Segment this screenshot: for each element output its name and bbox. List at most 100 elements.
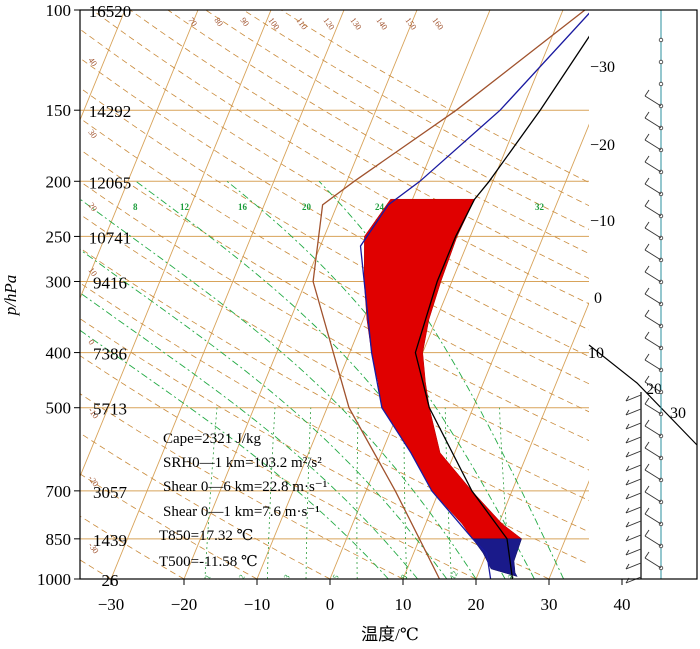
- low-level-wind-barb: [625, 506, 642, 514]
- mixing-ratio-line: [204, 407, 218, 579]
- moist-adiabat-label: 8: [133, 202, 138, 212]
- moist-adiabat-line: [318, 180, 565, 579]
- dry-adiabat-label: 0: [86, 337, 97, 346]
- wind-barb: [644, 447, 662, 459]
- low-level-wind-barb: [625, 576, 642, 584]
- wind-barb: [644, 95, 662, 107]
- height-label: 16520: [89, 2, 132, 21]
- wind-barb: [644, 535, 662, 547]
- low-level-wind-barb-flag: [625, 493, 630, 500]
- mixing-ratio-label: 2: [237, 573, 247, 581]
- wind-barb: [644, 469, 662, 481]
- wind-barb: [644, 161, 662, 173]
- isotherm-line: [110, 10, 345, 579]
- hodograph-scale-label: 0: [594, 290, 602, 307]
- cape-cin-regions: [363, 198, 523, 577]
- isotherm-label: 80: [212, 15, 225, 28]
- isotherm-line: [183, 10, 418, 579]
- wind-barb-flag: [644, 287, 650, 295]
- profile-line-1: [359, 12, 589, 579]
- height-label: 9416: [93, 273, 127, 292]
- moist-adiabat-label: 12: [180, 202, 190, 212]
- mixing-ratio-label: 5: [331, 573, 341, 581]
- wind-barb-flag: [644, 177, 650, 185]
- wind-barb-flag: [644, 155, 650, 163]
- annotation-2: SRH0—1 km=103.2 m²/s²: [163, 455, 322, 471]
- moist-adiabat-line: [80, 292, 418, 579]
- wind-barb: [644, 337, 662, 349]
- sounding-profiles: [312, 10, 589, 579]
- low-level-wind-barb-flag: [625, 465, 630, 472]
- low-level-wind-barb: [625, 548, 642, 556]
- low-level-wind-barb-flag: [625, 437, 630, 444]
- wind-barb: [644, 425, 662, 437]
- moist-adiabat-label: 24: [375, 202, 385, 212]
- plot-frame: [79, 9, 698, 580]
- dry-adiabat-label: 40: [86, 55, 99, 68]
- wind-barb-flag: [644, 419, 650, 427]
- low-level-wind-barb-flag: [625, 479, 630, 486]
- wind-barb: [644, 359, 662, 371]
- low-level-wind-barb: [625, 450, 642, 458]
- hodograph-scale-label: 20: [646, 381, 662, 398]
- low-level-wind-barb: [625, 408, 642, 416]
- wind-barb-flag: [644, 199, 650, 207]
- profile-line-0: [414, 35, 589, 579]
- height-label: 12065: [89, 173, 132, 192]
- y-tick-label: 850: [46, 530, 72, 549]
- wind-barb-flag: [644, 221, 650, 229]
- dry-adiabat-line: [80, 515, 185, 579]
- wind-barb: [644, 315, 662, 327]
- annotation-6: T500=-11.58 ℃: [159, 554, 258, 570]
- height-label: 10741: [89, 228, 132, 247]
- isotherm-label: 130: [348, 15, 364, 31]
- wind-barb-flag: [644, 353, 650, 361]
- y-tick-label: 250: [46, 227, 72, 246]
- low-level-wind-barb: [625, 394, 642, 402]
- moist-adiabat-line: [80, 198, 477, 579]
- wind-barb-flag: [644, 551, 650, 559]
- hodograph-border: [588, 344, 698, 446]
- dry-adiabat-line: [80, 432, 331, 579]
- wind-barb: [644, 557, 662, 569]
- dry-adiabat-line: [80, 247, 589, 533]
- wind-barb: [644, 271, 662, 283]
- low-level-wind-barb-flag: [625, 451, 630, 458]
- mixing-ratio-label: 12: [448, 570, 460, 581]
- height-label: 5713: [93, 400, 127, 419]
- x-tick-label: 30: [541, 595, 558, 614]
- wind-barb: [644, 403, 662, 415]
- x-axis-label: 温度/℃: [361, 625, 419, 644]
- hodograph-panel: −30 −20 −10 0 10 20 30: [588, 10, 698, 584]
- wind-barb-flag: [644, 133, 650, 141]
- annotation-3: Shear 0—6 km=22.8 m·s⁻¹: [163, 479, 327, 495]
- moist-adiabat-label: 20: [302, 202, 312, 212]
- low-level-wind-barb-flag: [625, 521, 630, 528]
- low-level-wind-barb-flag: [625, 535, 630, 542]
- wind-barb-flag: [644, 397, 650, 405]
- dry-adiabat-line: [80, 282, 589, 565]
- height-label: 26: [102, 571, 119, 590]
- annotation-1: Cape=2321 J/kg: [163, 431, 262, 447]
- wind-barb-flag: [644, 309, 650, 317]
- low-level-wind-barb: [625, 534, 642, 542]
- wind-barb: [644, 491, 662, 503]
- y-tick-label: 300: [46, 272, 72, 291]
- parameter-annotations: Cape=2321 J/kg SRH0—1 km=103.2 m²/s² Shear…: [159, 431, 327, 570]
- y-tick-label: 100: [46, 1, 72, 20]
- low-level-wind-barb-flag: [625, 423, 630, 430]
- x-tick-label: 10: [395, 595, 412, 614]
- low-level-wind-barb-flag: [625, 507, 630, 514]
- moist-adiabat-label: 16: [238, 202, 248, 212]
- isotherm-line: [80, 10, 126, 122]
- wind-barb-point: [658, 37, 664, 43]
- wind-barb: [644, 117, 662, 129]
- wind-barb-flag: [644, 529, 650, 537]
- mixing-ratio-line: [403, 407, 408, 579]
- moist-adiabat-label: 32: [535, 202, 545, 212]
- wind-barb-flag: [644, 507, 650, 515]
- y-tick-label: 200: [46, 172, 72, 191]
- dry-adiabat-line: [80, 180, 589, 471]
- hodograph-scale-label: 10: [588, 345, 604, 362]
